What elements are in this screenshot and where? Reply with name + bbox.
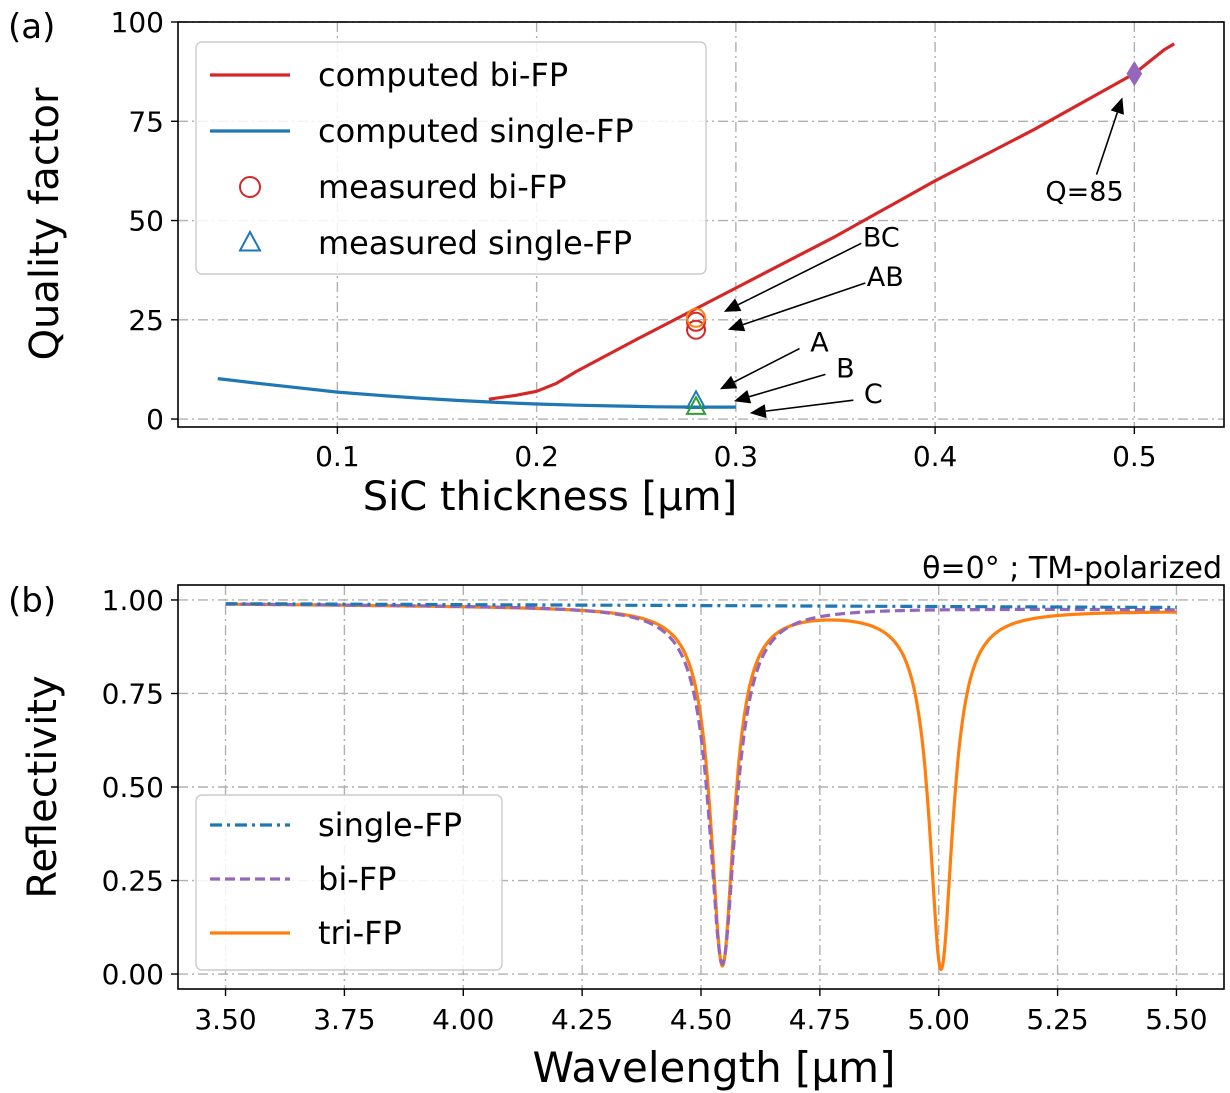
annotation-q-85-text: Q=85: [1045, 177, 1123, 208]
panel-a-xlabel: SiC thickness [µm]: [363, 474, 737, 520]
panel-a-legend: computed bi-FP computed single-FP measured…: [195, 41, 707, 275]
panel-b-label: (b): [8, 581, 56, 621]
b-legend-label-bi-fp: bi-FP: [318, 860, 396, 898]
annotation-bc-arrowhead: [723, 298, 742, 312]
a-xtick-label: 0.4: [913, 440, 958, 473]
a-ytick-label: 0: [146, 403, 164, 436]
panel-a-label: (a): [8, 7, 55, 47]
b-xtick-label: 5.25: [1026, 1003, 1088, 1036]
measured-bi-fp-point: [686, 319, 707, 340]
b-xtick-label: 4.25: [551, 1003, 613, 1036]
circle-marker: [686, 307, 707, 328]
b-xtick-label: 5.00: [908, 1003, 970, 1036]
a-legend-label-computed-bi-fp: computed bi-FP: [318, 56, 568, 94]
b-xtick-label: 5.50: [1145, 1003, 1207, 1036]
single-fp-line: [224, 602, 1178, 609]
b-legend-label-single-fp: single-FP: [318, 806, 462, 844]
annotation-a-arrowhead: [719, 375, 738, 390]
panel-b-legend: single-FP bi-FP tri-FP: [195, 794, 503, 971]
b-legend-box: [195, 794, 503, 971]
annotation-bc-text: BC: [863, 222, 900, 253]
b-ytick-label: 0.25: [102, 865, 164, 898]
b-xtick-label: 4.00: [432, 1003, 494, 1036]
diamond-marker: [1126, 60, 1143, 87]
annotation-a-text: A: [810, 328, 829, 359]
annotation-c-arrow: [765, 399, 854, 412]
annotation-ab-text: AB: [867, 262, 904, 293]
panel-a-ticks: 0.1 0.2 0.3 0.4 0.5 0 25 50 75 100: [111, 6, 1157, 473]
b-xtick-label: 3.50: [194, 1003, 256, 1036]
triangle-marker: [685, 395, 707, 415]
panel-b-series: [224, 602, 1178, 971]
a-ytick-label: 25: [128, 304, 164, 337]
measured-single-fp-point: [685, 389, 707, 409]
annotation-c-text: C: [864, 379, 883, 410]
b-ytick-label: 0.75: [102, 677, 164, 710]
a-ytick-label: 100: [111, 6, 164, 39]
annotation-b-arrowhead: [733, 390, 752, 404]
a-legend-box: [195, 41, 707, 275]
b-ytick-label: 0.00: [102, 958, 164, 991]
b-ytick-label: 1.00: [102, 584, 164, 617]
b-xtick-label: 4.50: [670, 1003, 732, 1036]
a-ytick-label: 75: [128, 105, 164, 138]
a-legend-label-computed-single-fp: computed single-FP: [318, 112, 634, 150]
a-ytick-label: 50: [128, 205, 164, 238]
annotation-ab-arrow: [742, 282, 866, 326]
a-xtick-label: 0.5: [1112, 440, 1157, 473]
a-xtick-label: 0.3: [714, 440, 759, 473]
a-legend-swatch-measured-bi-fp: [239, 176, 261, 198]
b-legend-label-tri-fp: tri-FP: [318, 914, 402, 952]
annotation-bc-arrow: [737, 242, 862, 306]
a-legend-label-measured-single-fp: measured single-FP: [318, 224, 632, 262]
annotation-q-85-arrowhead: [1110, 97, 1124, 115]
annotation-c-arrowhead: [749, 404, 767, 419]
annotation-ab-arrowhead: [727, 317, 746, 332]
b-ytick-label: 0.50: [102, 771, 164, 804]
a-xtick-label: 0.2: [514, 440, 559, 473]
panel-b-title: θ=0° ; TM-polarized: [922, 551, 1222, 586]
annotation-b-arrow: [749, 373, 826, 398]
a-legend-label-measured-bi-fp: measured bi-FP: [318, 168, 567, 206]
panel-b-ticks: 3.50 3.75 4.00 4.25 4.50 4.75 5.00 5.25 5.50 0.00…: [102, 584, 1208, 1036]
a-xtick-label: 0.1: [315, 440, 360, 473]
panel-a-frame: [177, 21, 1225, 428]
annotation-q-85-arrow: [1095, 112, 1119, 175]
panel-b-xlabel: Wavelength [µm]: [533, 1043, 896, 1092]
panel-b-ylabel: Reflectivity: [20, 675, 66, 898]
b-xtick-label: 4.75: [789, 1003, 851, 1036]
panel-a-series: [217, 42, 1176, 415]
panel-b: 3.50 3.75 4.00 4.25 4.50 4.75 5.00 5.25 5.50 0.00…: [8, 551, 1225, 1092]
panel-a-ylabel: Quality factor: [22, 87, 68, 360]
b-xtick-label: 3.75: [313, 1003, 375, 1036]
computed-single-fp-line: [217, 377, 736, 409]
annotation-b-text: B: [836, 353, 855, 384]
a-legend-swatch-measured-single-fp: [238, 229, 262, 252]
annotation-a-arrow: [733, 347, 800, 383]
